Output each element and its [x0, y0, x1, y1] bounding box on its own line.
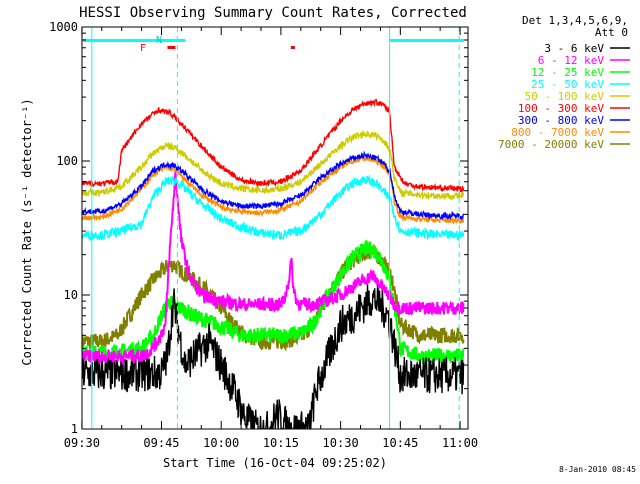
series-line-8	[82, 243, 465, 352]
series-line-6	[82, 150, 465, 222]
legend-label-5: 100 - 300 keV	[518, 102, 604, 115]
x-axis-label: Start Time (16-Oct-04 09:25:02)	[163, 456, 387, 470]
x-tick-label: 10:45	[382, 436, 418, 450]
x-tick-label: 11:00	[442, 436, 478, 450]
y-tick-label: 1	[71, 422, 78, 436]
legend-label-4: 50 - 100 keV	[525, 90, 605, 103]
legend-title-line-1: Att 0	[595, 26, 628, 39]
x-tick-label: 09:30	[64, 436, 100, 450]
flare-bar-1	[290, 46, 295, 49]
marker-layer	[83, 27, 465, 429]
legend-label-7: 800 - 7000 keV	[511, 126, 604, 139]
night-bar-0	[83, 39, 186, 42]
legend-label-1: 6 - 12 keV	[538, 54, 605, 67]
flare-flag-f: F	[140, 43, 146, 54]
y-axis-label: Corrected Count Rate (s⁻¹ detector⁻¹)	[20, 98, 34, 365]
series-line-2	[82, 239, 465, 365]
x-tick-label: 10:15	[263, 436, 299, 450]
series-line-7	[82, 155, 465, 226]
data-layer	[82, 98, 465, 429]
series-line-5	[82, 98, 465, 193]
series-line-1	[82, 170, 465, 366]
legend-label-6: 300 - 800 keV	[518, 114, 604, 127]
footer-date: 8-Jan-2010 08:45	[559, 465, 636, 474]
y-axis: 1 10 100 1000	[49, 20, 468, 436]
legend-label-2: 12 - 25 keV	[531, 66, 604, 79]
series-line-4	[82, 130, 465, 201]
x-tick-label: 10:00	[203, 436, 239, 450]
x-tick-label: 09:45	[143, 436, 179, 450]
legend-label-3: 25 - 50 keV	[531, 78, 604, 91]
x-axis: 09:30 09:45 10:00 10:15 10:30 10:45 11:00	[64, 27, 478, 450]
y-tick-label: 10	[64, 288, 78, 302]
legend-title-line-0: Det 1,3,4,5,6,9,	[522, 14, 628, 27]
x-tick-label: 10:30	[323, 436, 359, 450]
legend-label-8: 7000 - 20000 keV	[498, 138, 604, 151]
flare-bar-0	[167, 46, 176, 49]
series-line-3	[82, 174, 465, 242]
y-tick-label: 1000	[49, 20, 78, 34]
plot-frame	[81, 26, 469, 430]
chart-title: HESSI Observing Summary Count Rates, Cor…	[79, 5, 467, 21]
night-bar-1	[389, 39, 465, 42]
night-flag-n: N	[156, 35, 162, 46]
legend-label-0: 3 - 6 keV	[544, 42, 604, 55]
y-tick-label: 100	[56, 154, 78, 168]
